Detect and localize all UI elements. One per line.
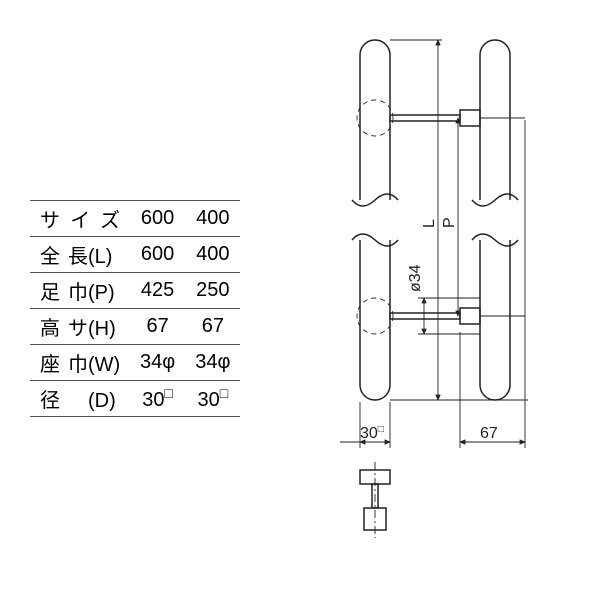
dim-30-label: 30□: [360, 424, 384, 442]
row-P-label: 足巾(P): [30, 273, 130, 309]
row-P-c1: 425: [130, 273, 185, 309]
row-W-c2: 34: [185, 345, 240, 381]
row-L-c2: 400: [185, 237, 240, 273]
hdr-400: 400: [185, 201, 240, 237]
door-bar: [472, 40, 518, 400]
row-H-c2: 67: [185, 309, 240, 345]
row-P-c2: 250: [185, 273, 240, 309]
top-view: [360, 462, 390, 538]
hdr-size: サイズ: [30, 201, 130, 237]
handle-diagram: L P ø34 30□ 67: [330, 40, 580, 560]
handle-bar: [352, 40, 398, 400]
top-stem: [357, 100, 480, 136]
row-H-label: 高サ(H): [30, 309, 130, 345]
row-W-label: 座巾(W): [30, 345, 130, 381]
row-W-c1: 34: [130, 345, 185, 381]
row-L-c1: 600: [130, 237, 185, 273]
row-D-c2: 30: [185, 381, 240, 417]
dim-67-label: 67: [480, 425, 498, 442]
row-D-c1: 30: [130, 381, 185, 417]
hdr-600: 600: [130, 201, 185, 237]
dim-L-label: L: [421, 219, 438, 228]
dim-P-label: P: [441, 217, 458, 228]
bottom-stem: [357, 298, 480, 334]
dim-phi34-label: ø34: [407, 264, 424, 292]
row-D-label: 径(D): [30, 381, 130, 417]
row-H-c1: 67: [130, 309, 185, 345]
spec-table: サイズ 600 400 全長(L) 600 400 足巾(P) 425 250 …: [30, 200, 240, 417]
row-L-label: 全長(L): [30, 237, 130, 273]
